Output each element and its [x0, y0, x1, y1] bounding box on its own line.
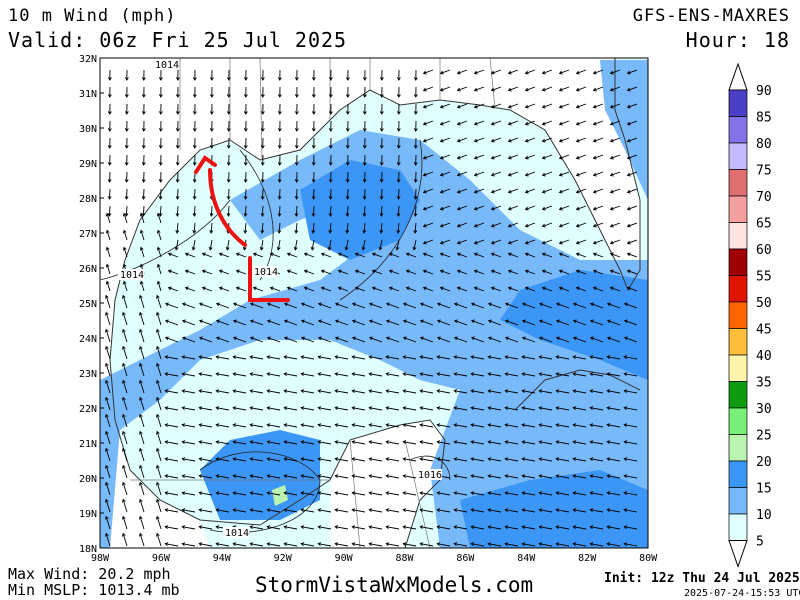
- lon-label: 80W: [639, 553, 658, 564]
- lon-label: 86W: [456, 553, 475, 564]
- isobar-label: 1014: [225, 528, 249, 539]
- legend-swatch: [728, 407, 748, 435]
- legend-label: 25: [756, 429, 772, 444]
- chart-title: 10 m Wind (mph): [8, 6, 177, 26]
- legend-label: 10: [756, 508, 772, 523]
- map-area: [100, 58, 648, 548]
- lat-label: 32N: [79, 54, 97, 65]
- lat-label: 23N: [79, 369, 97, 380]
- legend-swatch: [728, 487, 748, 515]
- model-name: GFS-ENS-MAXRES: [632, 6, 790, 26]
- lon-label: 88W: [395, 553, 414, 564]
- lat-label: 20N: [79, 474, 97, 485]
- legend-label: 45: [756, 323, 772, 338]
- lon-label: 94W: [213, 553, 232, 564]
- lat-label: 29N: [79, 159, 97, 170]
- forecast-hour: Hour: 18: [685, 28, 790, 52]
- legend-label: 50: [756, 296, 772, 311]
- legend-label: 20: [756, 455, 772, 470]
- legend-swatch: [728, 513, 748, 541]
- legend-swatch: [728, 248, 748, 276]
- lat-label: 19N: [79, 509, 97, 520]
- min-mslp: Min MSLP: 1013.4 mb: [8, 581, 180, 599]
- legend-swatch: [728, 195, 748, 223]
- legend-label: 90: [756, 84, 772, 99]
- legend-label: 55: [756, 270, 772, 285]
- wind-fill-10-15-east: [600, 60, 648, 200]
- legend-swatch: [728, 222, 748, 250]
- wind-fill-15-20: [200, 160, 648, 548]
- legend-label: 65: [756, 217, 772, 232]
- legend-swatch: [728, 381, 748, 409]
- lat-label: 25N: [79, 299, 97, 310]
- isobars: [100, 139, 451, 533]
- legend-swatch: [728, 169, 748, 197]
- lat-label: 27N: [79, 229, 97, 240]
- lon-label: 82W: [578, 553, 597, 564]
- lat-label: 31N: [79, 89, 97, 100]
- legend-label: 40: [756, 349, 772, 364]
- lat-label: 30N: [79, 124, 97, 135]
- lon-label: 96W: [152, 553, 171, 564]
- lon-label: 98W: [91, 553, 110, 564]
- state-borders: [130, 58, 496, 548]
- lon-label: 92W: [274, 553, 293, 564]
- legend-swatch: [728, 434, 748, 462]
- isobar-label: 1016: [418, 470, 442, 481]
- lat-label: 26N: [79, 264, 97, 275]
- color-legend: 90 85 80 75 70 65 60 55 50 45 40 35 30 25 20 15 10 5: [728, 62, 772, 569]
- wind-vectors: [105, 69, 638, 547]
- lat-label: 22N: [79, 404, 97, 415]
- legend-label: 85: [756, 111, 772, 126]
- legend-label: 15: [756, 482, 772, 497]
- isobar-label: 1014: [120, 270, 144, 281]
- legend-label: 70: [756, 190, 772, 205]
- legend-label: 30: [756, 402, 772, 417]
- isobar-label: 1014: [254, 267, 278, 278]
- legend-swatch: [728, 328, 748, 356]
- legend-lower-arrow: [728, 540, 748, 569]
- lon-label: 84W: [517, 553, 536, 564]
- brand-link[interactable]: StormVistaWxModels.com: [255, 573, 534, 597]
- legend-upper-arrow: [728, 62, 748, 91]
- legend-label: 80: [756, 137, 772, 152]
- lat-label: 28N: [79, 194, 97, 205]
- legend-label: 5: [756, 535, 764, 550]
- valid-time: Valid: 06z Fri 25 Jul 2025: [8, 28, 348, 52]
- legend-swatch: [728, 89, 748, 117]
- land-north: [100, 58, 648, 548]
- annotation-red-arrow: [194, 155, 290, 302]
- legend-label: 60: [756, 243, 772, 258]
- legend-swatch: [728, 275, 748, 303]
- legend-swatch: [728, 116, 748, 144]
- lat-label: 18N: [79, 544, 97, 555]
- init-time: Init: 12z Thu 24 Jul 2025: [604, 571, 800, 586]
- legend-label: 35: [756, 376, 772, 391]
- generated-timestamp: 2025-07-24-15:53 UTC: [684, 588, 800, 599]
- lat-label: 24N: [79, 334, 97, 345]
- max-wind: Max Wind: 20.2 mph: [8, 565, 171, 583]
- legend-swatch: [728, 142, 748, 170]
- legend-swatch: [728, 354, 748, 382]
- legend-swatch: [728, 301, 748, 329]
- wind-fill-20-25: [272, 485, 288, 506]
- isobar-label: 1014: [155, 60, 179, 71]
- lat-label: 21N: [79, 439, 97, 450]
- lon-label: 90W: [335, 553, 354, 564]
- legend-label: 75: [756, 164, 772, 179]
- land-yucatan: [330, 420, 445, 548]
- legend-swatch: [728, 460, 748, 488]
